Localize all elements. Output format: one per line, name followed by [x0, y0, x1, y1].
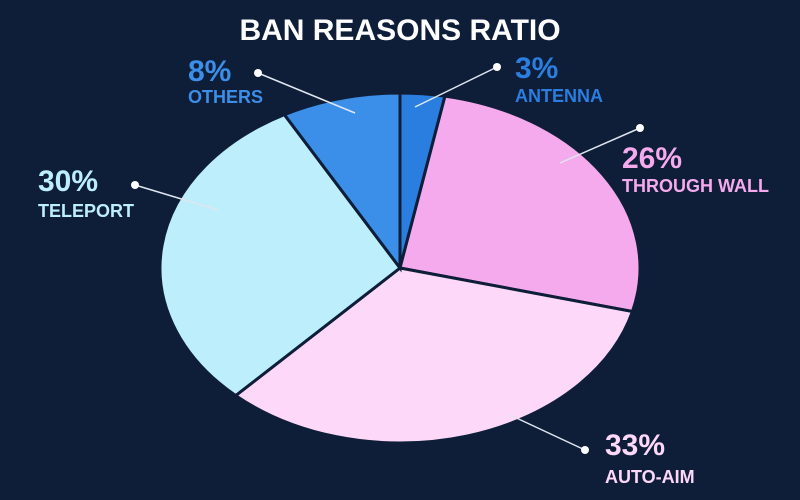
leader-line	[509, 414, 586, 451]
value-label: 30%	[38, 165, 98, 198]
value-label: 33%	[605, 429, 665, 462]
pie-slice	[233, 266, 635, 445]
pie-slice	[398, 94, 642, 314]
category-label: TELEPORT	[38, 201, 134, 221]
leader-dot	[131, 181, 139, 189]
chart-title: BAN REASONS RATIO	[239, 14, 560, 47]
category-label: OTHERS	[188, 87, 263, 107]
category-label: AUTO-AIM	[605, 467, 695, 487]
leader-dot	[254, 69, 262, 77]
pie-slice	[282, 91, 402, 273]
leader-dot	[493, 63, 501, 71]
value-label: 3%	[515, 52, 558, 85]
pie-slice	[158, 112, 403, 398]
leader-dot	[581, 446, 589, 454]
leader-line	[134, 184, 219, 211]
leader-line	[414, 66, 498, 108]
leader-line	[257, 72, 356, 114]
leader-dot	[636, 124, 644, 132]
leader-line	[559, 127, 641, 164]
category-label: THROUGH WALL	[622, 176, 769, 196]
category-label: ANTENNA	[515, 86, 603, 106]
value-label: 8%	[188, 55, 231, 88]
value-label: 26%	[622, 142, 682, 175]
